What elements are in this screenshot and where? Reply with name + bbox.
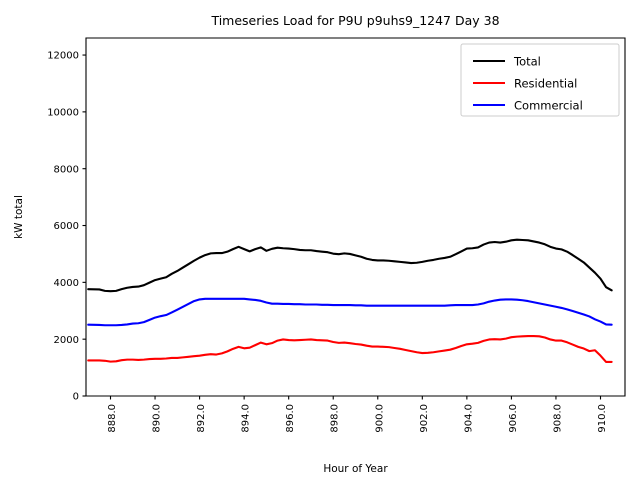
y-tick-label: 8000 (54, 164, 79, 175)
series-line-residential (87, 334, 613, 363)
x-tick-label: 906.0 (508, 404, 519, 433)
y-tick-label: 2000 (54, 335, 79, 346)
y-tick-label: 6000 (54, 221, 79, 232)
x-tick-label: 904.0 (463, 404, 474, 433)
chart-title: Timeseries Load for P9U p9uhs9_1247 Day … (210, 13, 499, 28)
x-tick-label: 910.0 (597, 404, 608, 433)
x-tick-label: 908.0 (552, 404, 563, 433)
x-tick-label: 892.0 (196, 404, 207, 433)
x-axis-label: Hour of Year (323, 463, 388, 475)
y-tick-label: 4000 (54, 278, 79, 289)
legend-label-residential: Residential (514, 76, 577, 90)
x-tick-label: 894.0 (241, 404, 252, 433)
x-tick-label: 896.0 (285, 404, 296, 433)
y-tick-label: 0 (73, 392, 79, 403)
y-tick-label: 10000 (47, 107, 79, 118)
x-tick-label: 888.0 (107, 404, 118, 433)
x-tick-label: 898.0 (330, 404, 341, 433)
x-tick-label: 902.0 (419, 404, 430, 433)
x-tick-label: 890.0 (152, 404, 163, 433)
legend-label-total: Total (513, 54, 541, 68)
y-axis-label: kW total (13, 195, 25, 239)
plot-frame (85, 37, 626, 397)
series-line-commercial (87, 297, 613, 327)
y-tick-label: 12000 (47, 51, 79, 62)
series-line-total (87, 238, 613, 293)
x-tick-label: 900.0 (374, 404, 385, 433)
legend-label-commercial: Commercial (514, 98, 583, 112)
